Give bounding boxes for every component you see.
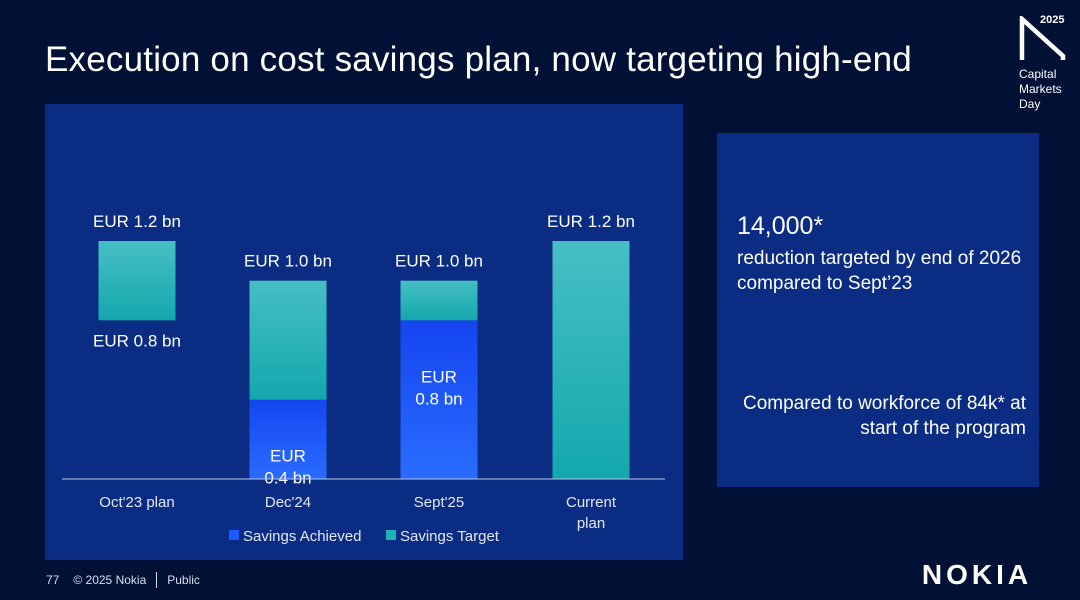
x-tick-label: Sept'25	[414, 494, 464, 511]
footer: 77 © 2025 Nokia Public	[46, 572, 200, 588]
legend-label: Savings Target	[400, 528, 500, 545]
headcount-reduction-description: reduction targeted by end of 2026 compar…	[737, 248, 1022, 294]
chart-panel: EUR 1.2 bn EUR 0.8 bn Oct'23 plan EUR 1.0 b…	[45, 104, 683, 560]
event-logo-line: Capital	[1019, 67, 1057, 81]
footer-divider	[156, 572, 158, 588]
legend-swatch	[229, 530, 239, 540]
event-logo-icon	[1019, 16, 1066, 60]
legend-swatch	[386, 530, 396, 540]
data-label-top: EUR 1.0 bn	[244, 252, 332, 271]
headcount-reduction-value: 14,000*	[737, 212, 824, 240]
bar-savings-target	[98, 241, 176, 321]
nokia-logo-text: NOKIA	[922, 560, 1032, 586]
data-label-top: EUR 1.2 bn	[93, 212, 181, 231]
bar-savings-target	[400, 280, 478, 321]
x-tick-label: Current	[566, 494, 617, 511]
workforce-note: Compared to workforce of 84k* at start o…	[742, 393, 1026, 439]
copyright: © 2025 Nokia	[73, 573, 147, 587]
data-label-top: EUR 1.0 bn	[395, 252, 483, 271]
event-logo-text: Capital Markets Day	[1019, 67, 1079, 112]
data-label-achieved: EUR	[270, 447, 306, 466]
data-label-achieved: 0.8 bn	[415, 389, 462, 408]
data-label-bottom: EUR 0.8 bn	[93, 331, 181, 350]
bar-savings-achieved	[249, 399, 327, 479]
event-logo-year: 2025	[1040, 14, 1065, 26]
savings-chart: EUR 1.2 bn EUR 0.8 bn Oct'23 plan EUR 1.0 b…	[62, 212, 665, 545]
x-tick-label: plan	[577, 515, 605, 532]
data-label-top: EUR 1.2 bn	[547, 212, 635, 231]
nokia-logo: NOKIA	[922, 560, 1032, 586]
classification-label: Public	[167, 573, 200, 587]
event-logo-line: Markets	[1019, 82, 1062, 96]
bar-savings-achieved	[400, 320, 478, 479]
x-tick-label: Oct'23 plan	[99, 494, 174, 511]
event-logo-line: Day	[1019, 97, 1041, 111]
info-panel: 14,000* reduction targeted by end of 202…	[717, 133, 1039, 487]
data-label-achieved: 0.4 bn	[264, 469, 311, 488]
bar-savings-target	[552, 241, 630, 479]
legend-label: Savings Achieved	[243, 528, 361, 545]
data-label-achieved: EUR	[421, 367, 457, 386]
slide-title: Execution on cost savings plan, now targ…	[45, 40, 912, 79]
x-tick-label: Dec'24	[265, 494, 311, 511]
bar-savings-target	[249, 280, 327, 400]
page-number: 77	[46, 573, 60, 587]
